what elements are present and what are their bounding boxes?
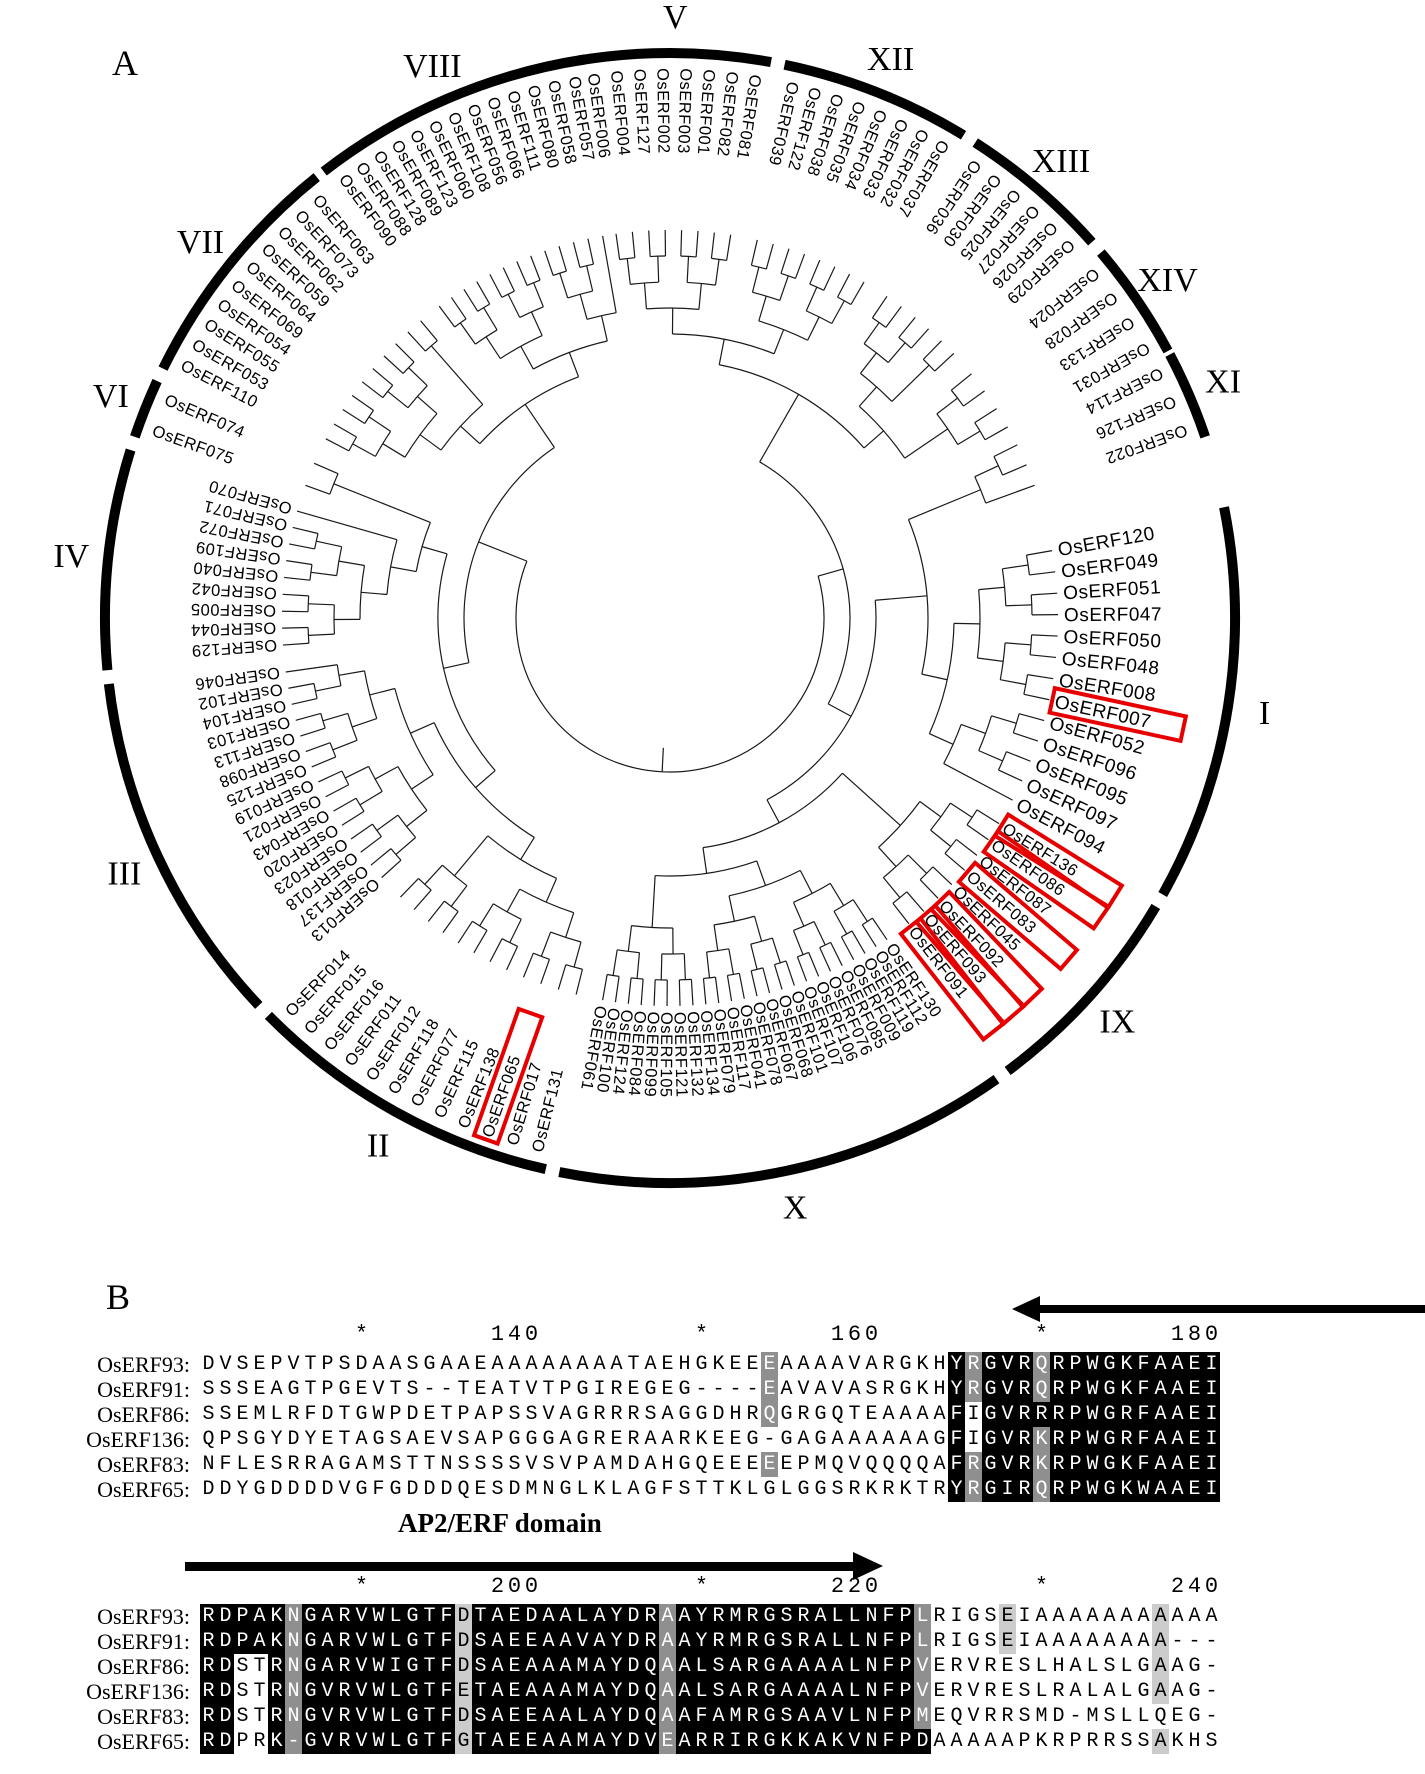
clade-numeral: II <box>367 1127 390 1164</box>
sequence-name: OsERF93: <box>97 1352 190 1377</box>
sequence-name: OsERF136: <box>86 1679 190 1704</box>
highlight-box <box>898 915 1006 1043</box>
clade-numeral: III <box>107 855 141 892</box>
sequence-name: OsERF86: <box>97 1402 190 1427</box>
clade-arc <box>1004 903 1161 1076</box>
highlight-box <box>980 828 1111 932</box>
highlight-box <box>471 1006 545 1147</box>
clade-numeral: XIV <box>1137 262 1198 299</box>
tree-leaf-label: OsERF099 <box>641 1011 662 1097</box>
clade-arcs <box>100 48 1240 1188</box>
clade-arc <box>558 1075 1000 1188</box>
clade-numeral: XII <box>867 41 914 78</box>
highlight-box <box>956 859 1080 972</box>
clade-arc <box>1158 506 1240 897</box>
domain-label: AP2/ERF domain <box>398 1508 602 1538</box>
clade-arc <box>130 378 162 439</box>
clade-arc <box>1165 352 1210 439</box>
clade-numeral: VIII <box>403 48 462 85</box>
clade-arc <box>320 54 586 176</box>
tree-leaf-label: OsERF003 <box>674 68 695 154</box>
clade-numeral: IV <box>53 538 89 575</box>
highlight-box <box>928 889 1045 1009</box>
arrow-left-head-icon <box>1012 1296 1040 1322</box>
clade-arc <box>783 59 967 140</box>
tree-leaf-label: OsERF002 <box>653 68 672 154</box>
tree-leaf-label: OsERF005 <box>190 600 276 619</box>
tree-leaf-label: OsERF132 <box>684 1011 707 1098</box>
tree-branches <box>282 230 1058 1006</box>
sequence-name: OsERF83: <box>97 1452 190 1477</box>
clade-arc <box>100 448 136 671</box>
highlight-box <box>992 811 1125 910</box>
alignment-arrow-left <box>1012 1296 1425 1322</box>
clade-numeral: XIII <box>1032 143 1091 180</box>
tree-leaf-label: OsERF042 <box>191 579 278 602</box>
clade-numeral: VII <box>177 224 224 261</box>
sequence-name: OsERF91: <box>97 1629 190 1654</box>
clade-arc <box>577 48 772 68</box>
sequence-name: OsERF86: <box>97 1654 190 1679</box>
alignment-arrow-right <box>185 1552 885 1581</box>
tree-leaf-label: OsERF127 <box>630 68 653 154</box>
sequence-name: OsERF65: <box>97 1477 190 1502</box>
sequence-name: OsERF91: <box>97 1377 190 1402</box>
sequence-name: OsERF136: <box>86 1427 190 1452</box>
clade-arc <box>103 683 263 1009</box>
tree-leaf-label: OsERF001 <box>694 69 718 156</box>
clade-numeral: VI <box>93 378 129 415</box>
clade-arc <box>264 1011 547 1175</box>
clade-numeral: IX <box>1099 1004 1135 1041</box>
tree-leaf-label: OsERF121 <box>670 1012 690 1098</box>
clade-numeral: XI <box>1205 363 1241 400</box>
highlight-box <box>913 902 1026 1027</box>
highlight-box <box>1047 685 1189 744</box>
panel-b-label: B <box>106 1277 131 1317</box>
tree-leaf-label: OsERF050 <box>1063 627 1162 653</box>
clade-numeral: V <box>663 0 688 36</box>
sequence-name: OsERF93: <box>97 1604 190 1629</box>
sequence-name: OsERF83: <box>97 1704 190 1729</box>
panel-a-label: A <box>112 43 138 83</box>
highlight-boxes <box>471 685 1189 1147</box>
clade-arc <box>1097 249 1173 354</box>
tree-leaf-label: OsERF129 <box>191 636 278 660</box>
arrow-right-head-icon <box>853 1552 883 1580</box>
tree-leaf-label: OsERF047 <box>1064 604 1162 626</box>
clade-arc <box>158 173 320 371</box>
tree-leaf-label: OsERF044 <box>190 619 276 639</box>
clade-arc <box>972 138 1096 246</box>
sequence-name: OsERF65: <box>97 1729 190 1754</box>
tree-leaf-label: OsERF105 <box>657 1012 676 1098</box>
tree-leaf-label: OsERF051 <box>1063 577 1162 604</box>
clade-numeral: I <box>1259 695 1270 732</box>
clade-numeral: X <box>783 1190 808 1227</box>
